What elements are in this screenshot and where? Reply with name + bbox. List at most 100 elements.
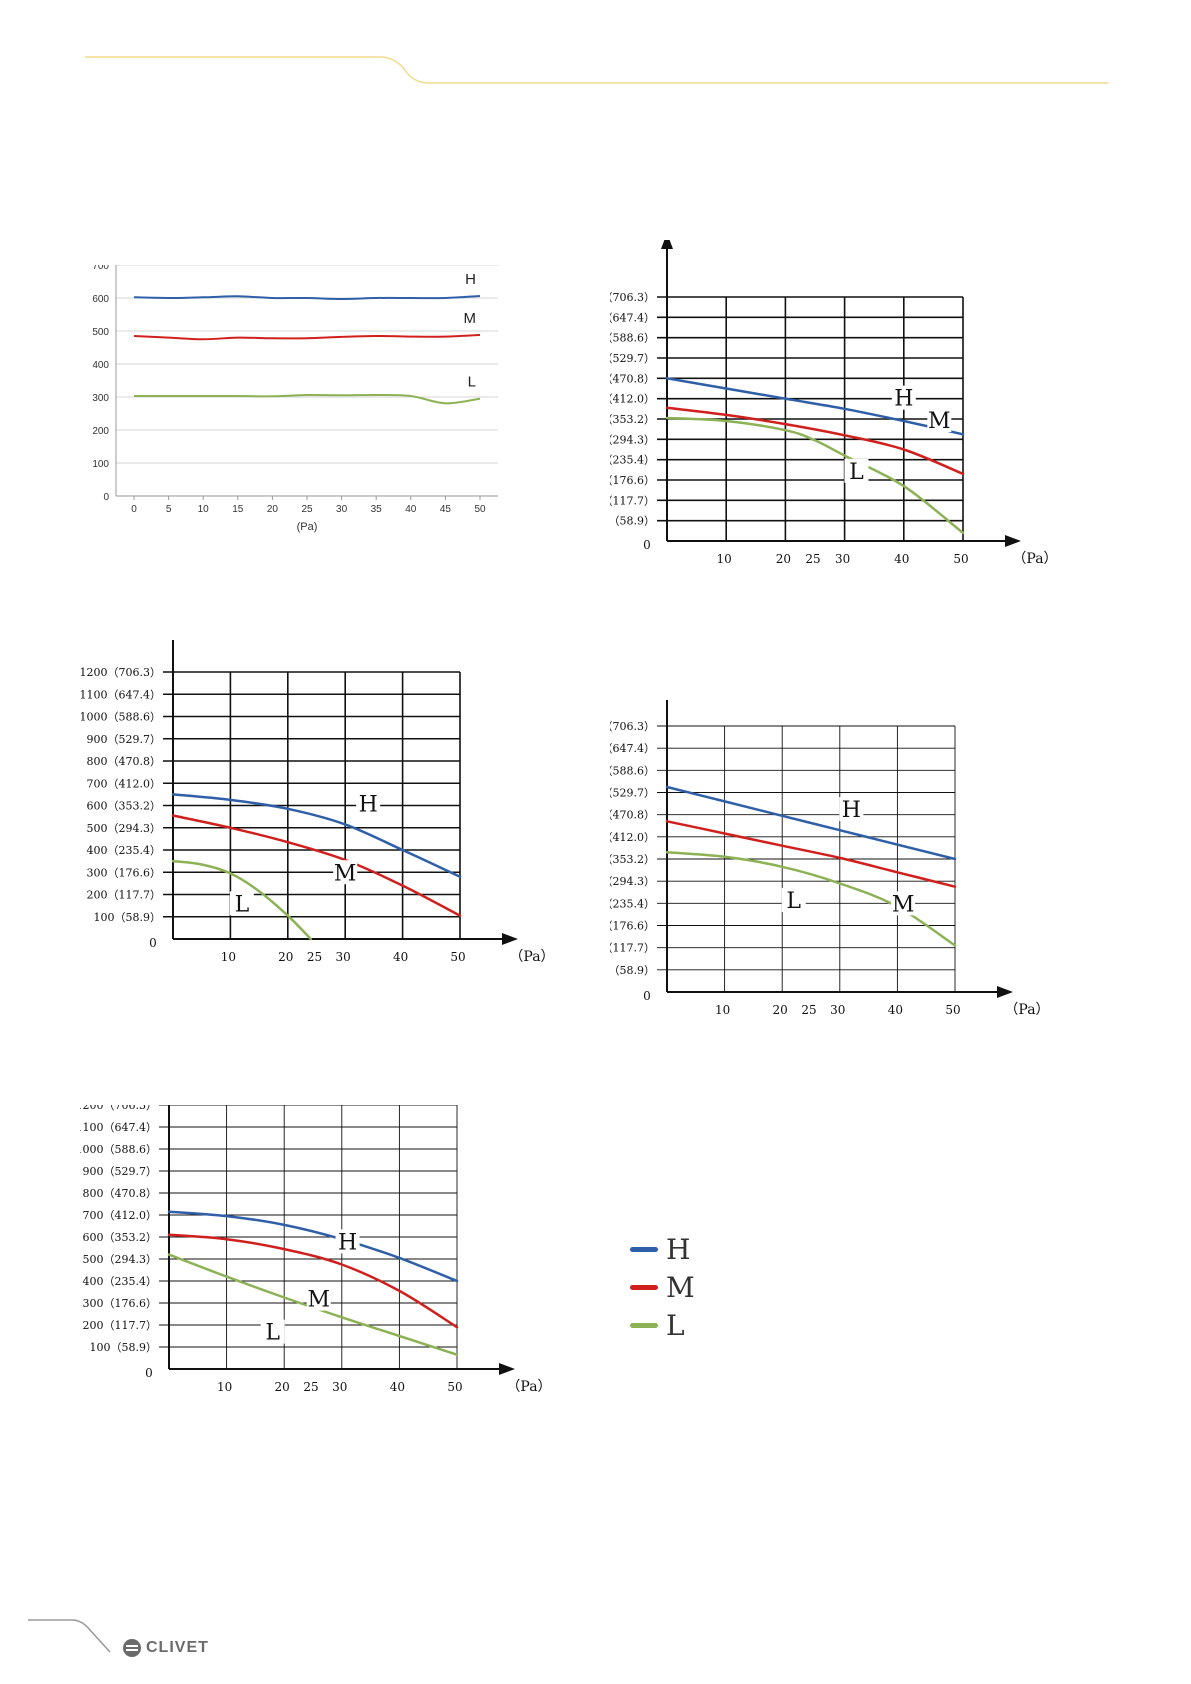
y-tick-label: 500（294.3） bbox=[83, 1253, 158, 1266]
x-tick-label: 5 bbox=[166, 504, 172, 515]
chart-3: 100（58.9） 200（117.7） 300（176.6） 400（235.4） 5… bbox=[80, 640, 555, 965]
x-tick-label: 20 bbox=[773, 1003, 788, 1017]
x-tick-label: 20 bbox=[267, 504, 279, 515]
x-axis-label: （Pa） bbox=[1012, 551, 1057, 567]
y-tick-label: 200（117.7） bbox=[610, 942, 655, 955]
clivet-logo-icon bbox=[123, 1639, 141, 1657]
y-tick-label: 1000（588.6） bbox=[610, 332, 655, 345]
series-line-l bbox=[171, 859, 313, 941]
x-axis-label: (Pa) bbox=[297, 521, 318, 533]
series-label-l: L bbox=[849, 460, 864, 485]
x-tick-label: 25 bbox=[801, 1003, 816, 1017]
y-tick-label: 800（470.8） bbox=[87, 755, 162, 768]
series-label-m: M bbox=[307, 1288, 330, 1313]
y-tick-label: 400 bbox=[92, 360, 109, 371]
x-axis-arrow bbox=[1005, 535, 1021, 547]
x-tick-label: 50 bbox=[447, 1380, 462, 1394]
y-tick-label: 600（353.2） bbox=[87, 800, 162, 813]
x-tick-label: 20 bbox=[275, 1380, 290, 1394]
y-tick-label: 100（58.9） bbox=[94, 911, 162, 924]
y-tick-label: 600（353.2） bbox=[83, 1231, 158, 1244]
series-label-m: M bbox=[334, 861, 357, 886]
origin-label: 0 bbox=[643, 538, 651, 552]
x-tick-label: 10 bbox=[198, 504, 210, 515]
legend-swatch-l bbox=[630, 1322, 658, 1328]
series-label-bg bbox=[333, 860, 358, 885]
y-tick-label: 1100（647.4） bbox=[80, 1121, 157, 1134]
y-tick-label: 400（235.4） bbox=[83, 1275, 158, 1288]
series-label-bg bbox=[229, 891, 254, 916]
series-label-h: H bbox=[894, 387, 913, 412]
x-tick-label: 40 bbox=[888, 1003, 903, 1017]
series-line-l bbox=[134, 393, 481, 405]
series-line-m bbox=[665, 820, 957, 888]
x-axis-label: （Pa） bbox=[506, 1379, 551, 1395]
y-tick-label: 100（58.9） bbox=[610, 964, 655, 977]
x-tick-label: 20 bbox=[278, 950, 293, 964]
y-tick-label: 800（470.8） bbox=[83, 1187, 158, 1200]
footer-decor bbox=[28, 1619, 111, 1653]
y-tick-label: 0 bbox=[103, 492, 109, 503]
series-line-h bbox=[665, 377, 965, 436]
chart-2: 100（58.9） 200（117.7） 300（176.6） 400（235.4） 5… bbox=[610, 240, 1058, 567]
y-tick-label: 700（412.0） bbox=[83, 1209, 158, 1222]
y-tick-label: 1200（706.3） bbox=[80, 1105, 157, 1112]
y-tick-label: 600（353.2） bbox=[610, 853, 655, 866]
x-tick-label: 15 bbox=[232, 504, 244, 515]
y-tick-label: 1000（588.6） bbox=[80, 711, 161, 724]
x-axis-arrow bbox=[502, 933, 518, 945]
chart-1: 0 100 200 300 400 500 600 700 0 5 10 15 20 25 30 35 40 45… bbox=[92, 265, 498, 533]
series-label-l: L bbox=[235, 892, 250, 917]
y-tick-label: 300（176.6） bbox=[610, 920, 655, 933]
x-tick-label: 25 bbox=[805, 552, 820, 566]
y-tick-label: 600（353.2） bbox=[610, 413, 655, 426]
series-label-bg bbox=[844, 458, 869, 483]
series-line-m bbox=[171, 814, 462, 917]
x-tick-label: 40 bbox=[393, 950, 408, 964]
y-tick-label: 300（176.6） bbox=[83, 1297, 158, 1310]
series-label-l: L bbox=[265, 1321, 280, 1346]
x-axis-arrow bbox=[499, 1363, 515, 1375]
x-tick-label: 20 bbox=[776, 552, 791, 566]
x-tick-label: 30 bbox=[830, 1003, 845, 1017]
series-label-bg bbox=[306, 1286, 331, 1311]
origin-label: 0 bbox=[643, 989, 651, 1003]
y-tick-label: 900（529.7） bbox=[610, 787, 655, 800]
y-tick-label: 1200（706.3） bbox=[80, 666, 161, 679]
legend-item-l: L bbox=[630, 1306, 750, 1344]
y-tick-label: 600 bbox=[92, 294, 109, 305]
series-label-m: M bbox=[464, 310, 477, 327]
series-line-h bbox=[665, 785, 957, 861]
series-label-bg bbox=[356, 791, 381, 816]
x-tick-label: 10 bbox=[217, 1380, 232, 1394]
x-axis-arrow bbox=[997, 986, 1013, 998]
y-tick-label: 1100（647.4） bbox=[610, 742, 655, 755]
series-line-m bbox=[665, 406, 965, 476]
brand-name: CLIVET bbox=[146, 1639, 209, 1656]
origin-label: 0 bbox=[149, 936, 157, 950]
x-tick-label: 50 bbox=[953, 552, 968, 566]
x-tick-label: 25 bbox=[303, 1380, 318, 1394]
y-tick-label: 200（117.7） bbox=[610, 494, 655, 507]
y-tick-label: 700（412.0） bbox=[610, 831, 655, 844]
y-tick-label: 1100（647.4） bbox=[610, 311, 655, 324]
y-tick-label: 100 bbox=[92, 459, 109, 470]
legend-label-l: L bbox=[666, 1308, 685, 1342]
x-tick-label: 50 bbox=[945, 1003, 960, 1017]
legend-swatch-m bbox=[630, 1284, 658, 1290]
x-tick-label: 50 bbox=[474, 504, 486, 515]
series-line-h bbox=[171, 793, 462, 878]
y-tick-label: 400（235.4） bbox=[610, 454, 655, 467]
series-label-bg bbox=[927, 408, 952, 433]
series-label-m: M bbox=[892, 892, 915, 917]
legend-item-h: H bbox=[630, 1230, 750, 1268]
series-line-h bbox=[167, 1210, 459, 1283]
x-axis-label: （Pa） bbox=[509, 949, 554, 965]
y-tick-label: 1200（706.3） bbox=[610, 291, 655, 304]
y-tick-label: 500 bbox=[92, 327, 109, 338]
y-tick-label: 900（529.7） bbox=[87, 733, 162, 746]
y-tick-label: 700（412.0） bbox=[87, 777, 162, 790]
y-tick-label: 700 bbox=[92, 265, 109, 272]
y-tick-label: 1000（588.6） bbox=[80, 1143, 157, 1156]
chart-5: 100（58.9） 200（117.7） 300（176.6） 400（235.4） 5… bbox=[80, 1105, 552, 1395]
